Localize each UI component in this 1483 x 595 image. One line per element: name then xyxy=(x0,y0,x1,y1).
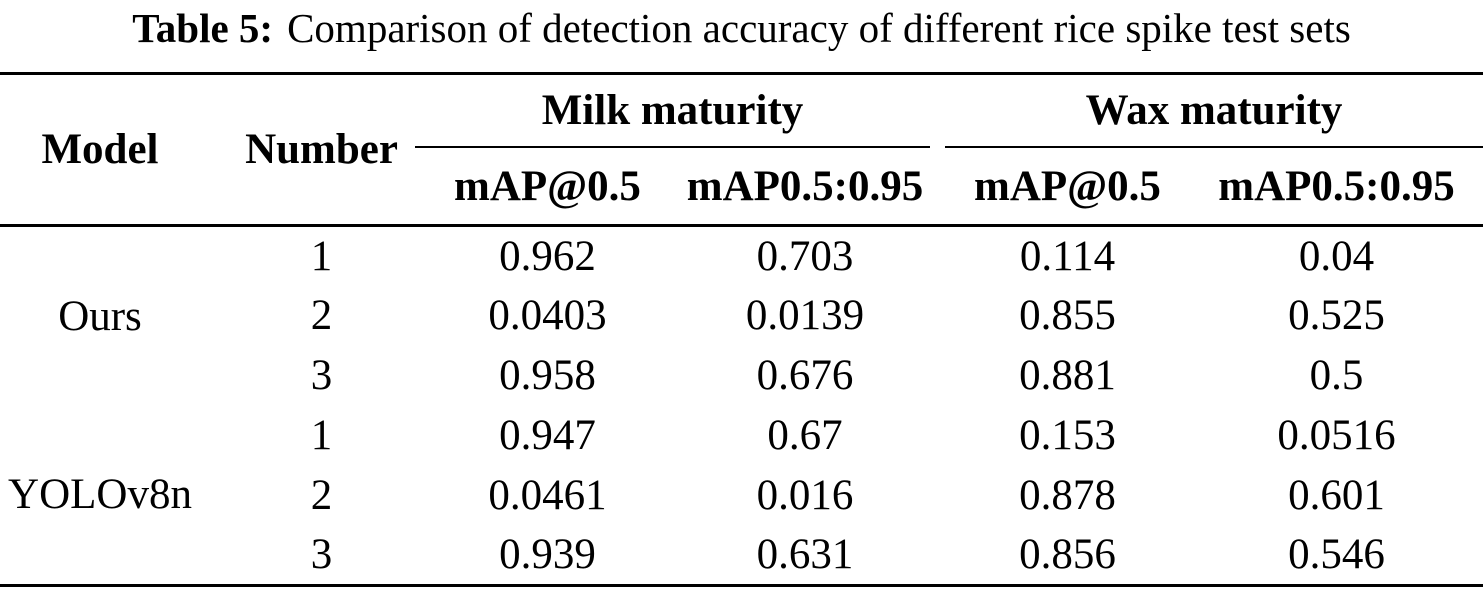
subheader-milk-map05: mAP@0.5 xyxy=(454,162,641,210)
value-cell-wax-map05: 0.855 xyxy=(1019,292,1116,340)
table-row-yolov8n-1: YOLOv8n 1 0.947 0.67 0.153 0.0516 xyxy=(0,406,1483,518)
table-row-yolov8n-3: 3 0.939 0.631 0.856 0.546 xyxy=(0,526,1483,586)
number-cell: 2 xyxy=(310,472,333,520)
number-cell: 1 xyxy=(310,412,333,460)
number-cell: 1 xyxy=(310,232,333,280)
table-row-ours-1: Ours 1 0.962 0.703 0.114 0.04 xyxy=(0,226,1483,340)
value-cell-milk-map05: 0.939 xyxy=(499,531,596,579)
value-cell-milk-map05: 0.958 xyxy=(499,352,596,400)
model-cell-ours: Ours xyxy=(58,292,142,340)
number-cell: 3 xyxy=(310,352,333,400)
value-cell-milk-map05095: 0.676 xyxy=(756,352,854,400)
column-gap-spacer xyxy=(930,226,945,586)
value-cell-wax-map05: 0.856 xyxy=(1019,531,1116,579)
value-cell-wax-map05095: 0.04 xyxy=(1298,232,1375,280)
value-cell-milk-map05095: 0.67 xyxy=(767,412,843,460)
value-cell-milk-map05095: 0.016 xyxy=(756,472,854,520)
value-cell-wax-map05095: 0.525 xyxy=(1288,292,1385,340)
number-cell: 2 xyxy=(310,292,333,340)
subheader-milk-map05095: mAP0.5:0.95 xyxy=(686,162,924,210)
header-group-milk-maturity: Milk maturity xyxy=(415,73,930,149)
results-table: Model Number Milk maturity Wax maturity … xyxy=(0,72,1483,588)
value-cell-wax-map05: 0.878 xyxy=(1019,472,1116,520)
value-cell-milk-map05: 0.0403 xyxy=(488,292,607,340)
value-cell-wax-map05095: 0.601 xyxy=(1288,472,1385,520)
value-cell-milk-map05: 0.962 xyxy=(499,232,596,280)
header-model: Model xyxy=(41,126,159,174)
model-cell-yolov8n: YOLOv8n xyxy=(8,471,192,519)
table-row-ours-2: 2 0.0403 0.0139 0.855 0.525 xyxy=(0,286,1483,346)
table-caption-label: Table 5: xyxy=(132,5,274,51)
table-caption: Table 5: Comparison of detection accuracy… xyxy=(0,0,1483,52)
table-caption-text: Comparison of detection accuracy of diff… xyxy=(287,5,1351,51)
value-cell-wax-map05: 0.881 xyxy=(1019,352,1116,400)
header-group-wax-maturity: Wax maturity xyxy=(945,73,1483,149)
number-cell: 3 xyxy=(310,531,333,579)
value-cell-milk-map05: 0.0461 xyxy=(488,472,607,520)
value-cell-wax-map05095: 0.546 xyxy=(1288,531,1385,579)
table-head: Model Number Milk maturity Wax maturity … xyxy=(0,73,1483,226)
table-body: Ours 1 0.962 0.703 0.114 0.04 2 0.0403 0… xyxy=(0,226,1483,586)
table-row-yolov8n-2: 2 0.0461 0.016 0.878 0.601 xyxy=(0,466,1483,526)
subheader-wax-map05095: mAP0.5:0.95 xyxy=(1218,162,1455,210)
value-cell-milk-map05095: 0.631 xyxy=(756,531,854,579)
value-cell-wax-map05095: 0.5 xyxy=(1309,352,1364,400)
value-cell-wax-map05095: 0.0516 xyxy=(1277,412,1396,460)
value-cell-milk-map05095: 0.703 xyxy=(756,232,854,280)
value-cell-milk-map05095: 0.0139 xyxy=(745,292,865,340)
column-gap-spacer xyxy=(930,74,945,226)
table-row-ours-3: 3 0.958 0.676 0.881 0.5 xyxy=(0,346,1483,406)
subheader-wax-map05: mAP@0.5 xyxy=(974,162,1161,210)
value-cell-milk-map05: 0.947 xyxy=(499,412,596,460)
header-row-groups: Model Number Milk maturity Wax maturity xyxy=(0,73,1483,173)
value-cell-wax-map05: 0.114 xyxy=(1019,232,1116,280)
header-row-metrics: mAP@0.5 mAP0.5:0.95 mAP@0.5 mAP0.5:0.95 xyxy=(0,147,1483,226)
header-number: Number xyxy=(245,126,398,174)
value-cell-wax-map05: 0.153 xyxy=(1019,412,1116,460)
